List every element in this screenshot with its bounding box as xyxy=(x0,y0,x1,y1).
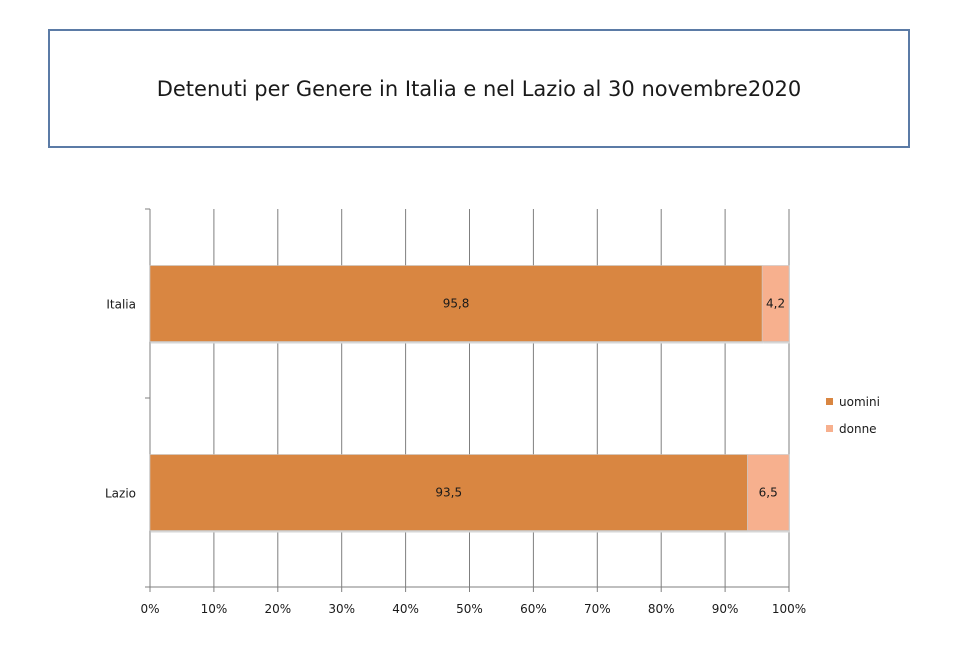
legend-item-uomini: uomini xyxy=(826,388,880,415)
x-tick-label: 10% xyxy=(201,602,228,616)
x-tick-label: 90% xyxy=(712,602,739,616)
bar-donne xyxy=(761,265,790,342)
x-tick-label: 40% xyxy=(392,602,419,616)
data-label-uomini: 95,8 xyxy=(443,297,470,311)
legend-label-donne: donne xyxy=(839,421,877,436)
bar-uomini xyxy=(149,454,748,531)
data-label-donne: 4,2 xyxy=(766,297,785,311)
x-tick-label: 30% xyxy=(328,602,355,616)
legend-label-uomini: uomini xyxy=(839,394,880,409)
category-label: Lazio xyxy=(105,487,136,501)
x-tick-label: 0% xyxy=(140,602,159,616)
chart-title: Detenuti per Genere in Italia e nel Lazi… xyxy=(156,76,802,101)
bar-uomini xyxy=(149,265,763,342)
x-tick-label: 50% xyxy=(456,602,483,616)
x-tick-label: 100% xyxy=(772,602,806,616)
x-tick-label: 80% xyxy=(648,602,675,616)
category-label: Italia xyxy=(106,298,136,312)
bar-donne xyxy=(747,454,790,531)
x-tick-label: 70% xyxy=(584,602,611,616)
chart-title-box: Detenuti per Genere in Italia e nel Lazi… xyxy=(48,29,910,148)
data-label-uomini: 93,5 xyxy=(435,486,462,500)
x-tick-label: 60% xyxy=(520,602,547,616)
legend-swatch-donne xyxy=(826,425,833,432)
x-tick-label: 20% xyxy=(264,602,291,616)
data-label-donne: 6,5 xyxy=(759,486,778,500)
chart-legend: uomini donne xyxy=(826,388,880,442)
legend-item-donne: donne xyxy=(826,415,880,442)
legend-swatch-uomini xyxy=(826,398,833,405)
